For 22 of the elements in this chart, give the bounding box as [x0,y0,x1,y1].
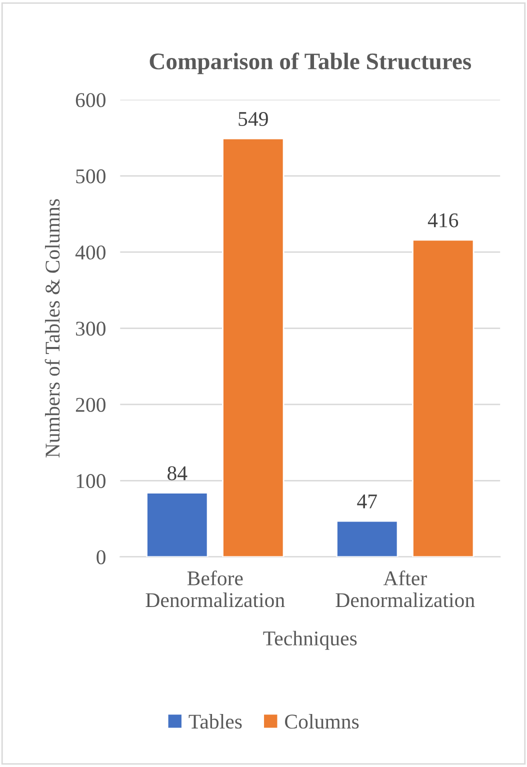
bar [412,239,474,557]
legend-label: Tables [188,714,242,729]
y-tick-label: 600 [76,93,106,108]
data-label: 47 [357,494,377,508]
x-tick-label: After Denormalization [336,570,475,608]
y-tick-label: 500 [76,169,106,184]
y-tick-label: 300 [76,322,106,336]
legend-label: Columns [285,714,359,729]
x-axis-title: Techniques [263,630,357,650]
y-tick-label: 200 [76,398,106,412]
chart-title: Comparison of Table Structures [150,52,472,74]
data-label: 416 [428,213,458,228]
y-tick-label: 0 [96,550,106,564]
data-label: 84 [168,466,188,480]
y-tick-label: 400 [75,245,106,260]
y-tick-label: 100 [76,474,106,488]
data-label: 549 [238,112,268,126]
bar [336,520,398,557]
bar [146,492,208,557]
y-axis-title: Numbers of Tables & Columns [44,199,60,458]
bar [222,138,284,557]
x-tick-label: Before Denormalization [146,570,285,608]
